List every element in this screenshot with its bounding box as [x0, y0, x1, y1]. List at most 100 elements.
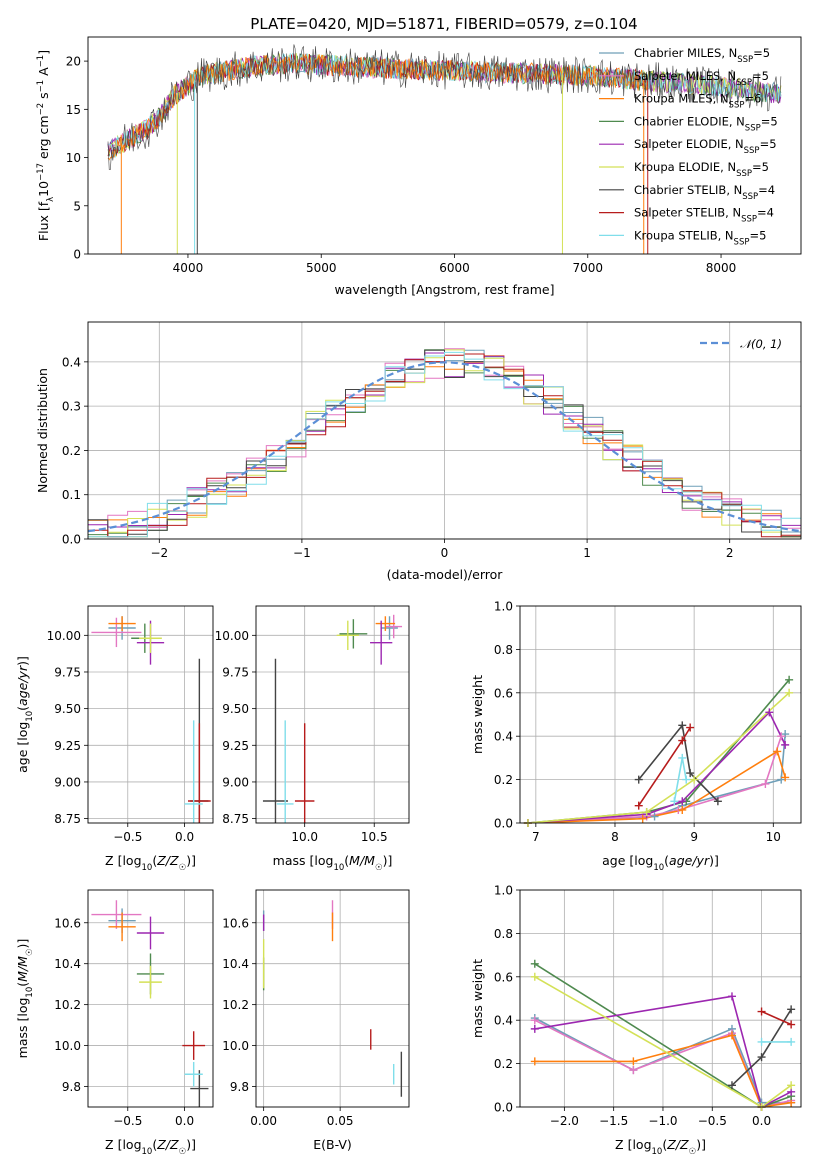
x-tick-label: 5000: [306, 261, 337, 275]
label-part: SSP: [734, 237, 750, 247]
x-tick-label: −1.5: [599, 1114, 628, 1128]
x-axis-label: E(B-V): [313, 1137, 352, 1152]
x-tick-label: −2: [150, 546, 168, 560]
label-part: )]: [186, 853, 196, 868]
legend-label-3: Chabrier ELODIE, NSSP=5: [634, 114, 778, 133]
y-tick-label: 9.00: [54, 775, 81, 789]
mass-weight-line-6: [638, 723, 719, 802]
label-part: ☉: [375, 863, 383, 873]
y-tick-label: 0.4: [494, 1014, 513, 1028]
y-axis-label: mass weight: [470, 959, 485, 1038]
axes-frame: [255, 889, 410, 1108]
y-tick-label: 9.25: [222, 739, 249, 753]
label-part: )]: [383, 853, 393, 868]
label-part: SSP: [729, 101, 745, 111]
legend-label-0: Chabrier MILES, NSSP=5: [634, 46, 770, 65]
mass-weight-marker: [634, 775, 643, 784]
y-tick-label: 9.00: [222, 775, 249, 789]
plot-area: [88, 606, 213, 823]
x-tick-label: −1.0: [648, 1114, 677, 1128]
x-tick-label: 0.0: [175, 1114, 194, 1128]
mass-weight-marker: [530, 972, 539, 981]
mass-weight-marker: [530, 1016, 539, 1025]
x-tick-label: 0.0: [175, 830, 194, 844]
label-part: 10: [36, 181, 51, 197]
mass-weight-marker: [777, 732, 786, 741]
mass-weight-line-2: [527, 750, 786, 823]
label-part: (: [152, 1137, 157, 1152]
y-tick-label: 10.6: [54, 916, 81, 930]
legend-label-5: Kroupa ELODIE, NSSP=5: [634, 160, 769, 179]
x-tick-label: 8000: [706, 261, 737, 275]
panel-residuals: −2 −1 0 1 2 0.0 0.1 0.2 0.3 0.4 𝒩(0, 1) (data-model…: [35, 321, 802, 582]
label-part: SSP: [744, 146, 760, 156]
x-axis-label: Z [log10(Z/Z☉)]: [615, 1137, 706, 1157]
y-tick-label: 0.0: [62, 533, 81, 547]
figure-title: PLATE=0420, MJD=51871, FIBERID=0579, z=0…: [250, 15, 637, 33]
label-part: erg cm: [36, 115, 51, 163]
x-tick-label: 4000: [173, 261, 204, 275]
axes-frame: [87, 36, 802, 255]
label-part: Kroupa ELODIE, N: [634, 160, 736, 174]
label-part: 10: [333, 863, 344, 873]
x-tick-label: 7: [532, 830, 540, 844]
label-part: SSP: [736, 169, 752, 179]
y-tick-label: 0.4: [494, 730, 513, 744]
legend-label-6: Chabrier STELIB, NSSP=4: [634, 183, 775, 202]
x-axis-label: (data-model)/error: [387, 567, 504, 582]
x-tick-label: −1: [293, 546, 311, 560]
x-tick-label: 0.00: [250, 1114, 277, 1128]
y-axis-label: Normed distribution: [35, 368, 50, 493]
label-part: Salpeter STELIB, N: [634, 206, 741, 220]
y-tick-label: 9.50: [54, 702, 81, 716]
mass-weight-line-3: [534, 963, 792, 1107]
y-tick-label: 0.0: [494, 817, 513, 831]
mass-weight-marker: [690, 775, 699, 784]
mass-weight-line-5: [534, 976, 792, 1107]
label-part: SSP: [741, 215, 757, 225]
label-part: Z/Z: [156, 1137, 179, 1152]
y-tick-label: 0.8: [494, 927, 513, 941]
label-part: =5: [749, 228, 766, 242]
label-part: )]: [186, 1137, 196, 1152]
mass-weight-marker: [757, 1053, 766, 1062]
y-tick-label: 0.2: [494, 1057, 513, 1071]
x-tick-label: 10.0: [291, 830, 318, 844]
label-part: )]: [709, 853, 719, 868]
mass-weight-marker: [678, 721, 687, 730]
label-part: =5: [752, 160, 769, 174]
label-part: Kroupa MILES, N: [634, 92, 729, 106]
mass-weight-marker: [785, 688, 794, 697]
y-tick-label: 10.00: [47, 629, 81, 643]
x-tick-label: −0.5: [698, 1114, 727, 1128]
x-tick-label: 9: [690, 830, 698, 844]
label-part: Z [log: [105, 853, 141, 868]
x-tick-label: 8: [611, 830, 619, 844]
y-tick-label: 9.75: [54, 665, 81, 679]
normal-curve: [88, 361, 801, 533]
label-part: )]: [15, 939, 30, 949]
label-part: 10: [25, 987, 35, 998]
x-axis-label: wavelength [Angstrom, rest frame]: [334, 282, 554, 297]
x-tick-label: 6000: [439, 261, 470, 275]
mass-weight-marker: [727, 992, 736, 1001]
mass-weight-marker: [670, 797, 679, 806]
x-axis-label: mass [log10(M/M☉)]: [273, 853, 393, 873]
label-part: Z [log: [615, 1137, 651, 1152]
x-tick-label: −0.5: [113, 1114, 142, 1128]
label-part: (: [15, 706, 30, 711]
label-part: Chabrier ELODIE, N: [634, 114, 745, 128]
y-tick-label: 1.0: [494, 884, 513, 898]
y-tick-label: 9.75: [222, 665, 249, 679]
label-part: (: [152, 853, 157, 868]
x-tick-label: 7000: [572, 261, 603, 275]
label-part: ]: [36, 50, 51, 55]
label-part: age/yr: [669, 853, 710, 868]
plot-area: [256, 890, 409, 1107]
y-tick-label: 10.0: [54, 1039, 81, 1053]
axes-frame: [519, 605, 802, 824]
y-tick-label: 5: [73, 199, 81, 213]
spectrum-line-6: [107, 44, 782, 170]
